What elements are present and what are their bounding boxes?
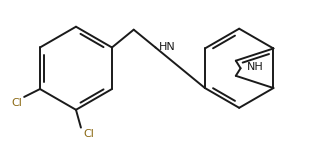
Text: NH: NH bbox=[247, 62, 263, 72]
Text: Cl: Cl bbox=[83, 129, 94, 139]
Text: HN: HN bbox=[158, 42, 175, 52]
Text: Cl: Cl bbox=[11, 98, 22, 108]
